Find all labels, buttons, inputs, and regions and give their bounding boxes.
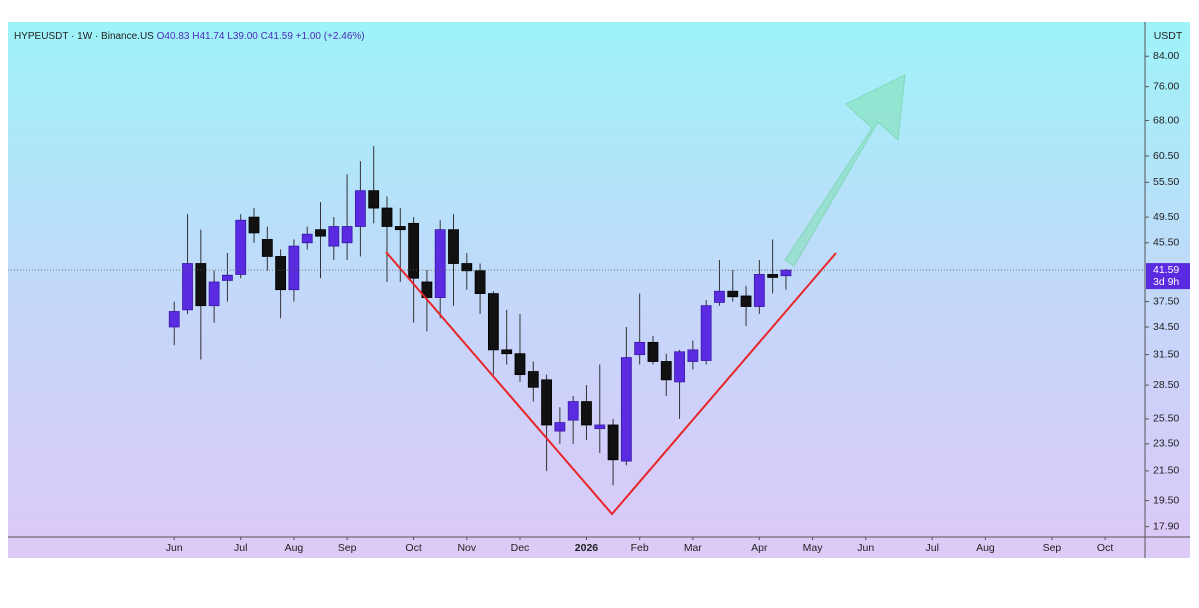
up-arrow-drawing xyxy=(784,74,906,267)
x-tick-label: Apr xyxy=(751,542,768,554)
y-tick-label: 84.00 xyxy=(1153,50,1179,62)
candle-body xyxy=(541,379,552,426)
y-tick-label: 45.50 xyxy=(1153,237,1179,249)
candle-body xyxy=(368,190,380,209)
x-tick-label: Dec xyxy=(511,542,530,554)
plot xyxy=(168,146,792,486)
candle-body xyxy=(660,361,672,381)
y-tick-label: 31.50 xyxy=(1153,348,1179,360)
candle-body xyxy=(620,357,632,462)
candle-body xyxy=(341,226,353,244)
candle-body xyxy=(434,229,446,298)
x-tick-label: Feb xyxy=(631,542,649,554)
close-label: C41.59 xyxy=(261,31,294,42)
candle-body xyxy=(288,245,300,291)
y-tick-label: 17.90 xyxy=(1153,520,1179,532)
low-label: L39.00 xyxy=(227,31,258,42)
x-tick-label: Oct xyxy=(1097,542,1113,554)
candle-body xyxy=(275,256,287,291)
x-tick-label: 2026 xyxy=(575,542,599,554)
candle-body xyxy=(301,233,313,244)
x-tick-label: Oct xyxy=(405,542,421,554)
x-tick-label: Sep xyxy=(1043,542,1062,554)
v-pattern-drawing xyxy=(385,251,837,516)
candle-body xyxy=(647,341,659,362)
candle-body xyxy=(740,295,752,307)
x-tick-label: May xyxy=(803,542,824,554)
candle-body xyxy=(501,349,513,355)
last-price-badge xyxy=(1146,263,1190,290)
candle-body xyxy=(700,305,712,361)
y-tick-label: 68.00 xyxy=(1153,114,1179,126)
candle-body xyxy=(727,290,739,298)
candle-body xyxy=(780,269,792,277)
candle-body xyxy=(355,190,366,227)
x-tick-label: Sep xyxy=(338,542,357,554)
x-tick-label: Jul xyxy=(926,542,939,554)
candle-body xyxy=(753,274,765,307)
y-tick-label: 37.50 xyxy=(1153,295,1179,307)
candle-body xyxy=(168,311,180,328)
y-tick-label: 25.50 xyxy=(1153,413,1179,425)
candle-body xyxy=(208,281,220,307)
change-label: +1.00 (+2.46%) xyxy=(296,31,365,42)
candle-body xyxy=(394,226,406,231)
x-tick-label: Jun xyxy=(857,542,874,554)
candle-body xyxy=(222,274,233,281)
candle-body xyxy=(634,341,646,356)
candle-body xyxy=(248,216,260,234)
candle-body xyxy=(767,274,779,278)
high-label: H41.74 xyxy=(192,31,225,42)
y-axis-unit: USDT xyxy=(1154,30,1183,42)
candle-body xyxy=(421,281,433,298)
candle-body xyxy=(448,229,459,264)
candle-body xyxy=(261,239,273,257)
candle-body xyxy=(195,263,207,307)
x-axis-strip xyxy=(8,537,1190,558)
y-tick-label: 21.50 xyxy=(1153,465,1179,477)
x-tick-label: Aug xyxy=(285,542,304,554)
candle-body xyxy=(474,270,486,295)
y-tick-label: 28.50 xyxy=(1153,379,1179,391)
x-tick-label: Jul xyxy=(234,542,247,554)
chart-header: HYPEUSDT · 1W · Binance.US O40.83 H41.74… xyxy=(14,31,365,42)
y-tick-label: 49.50 xyxy=(1153,211,1179,223)
candle-body xyxy=(514,353,526,376)
last-price-label: 41.59 xyxy=(1153,264,1179,276)
y-tick-label: 34.50 xyxy=(1153,321,1179,333)
candle-body xyxy=(487,293,499,351)
candle-body xyxy=(381,207,393,227)
y-tick-label: 76.00 xyxy=(1153,80,1179,92)
candle-body xyxy=(182,263,193,311)
candle-body xyxy=(594,424,606,430)
y-tick-label: 55.50 xyxy=(1153,176,1179,188)
candle-body xyxy=(714,290,725,303)
candle-body xyxy=(567,401,579,421)
candle-body xyxy=(235,219,247,275)
x-tick-label: Aug xyxy=(976,542,995,554)
candle-body xyxy=(687,349,699,362)
countdown-label: 3d 9h xyxy=(1153,276,1179,288)
candle-body xyxy=(315,229,326,237)
open-label: O40.83 xyxy=(157,31,190,42)
candle-body xyxy=(461,263,473,272)
y-tick-label: 23.50 xyxy=(1153,438,1179,450)
x-tick-label: Mar xyxy=(684,542,703,554)
candle-body xyxy=(527,371,539,388)
candle-body xyxy=(674,351,685,383)
candle-body xyxy=(607,424,619,461)
symbol: HYPEUSDT · 1W · Binance.US xyxy=(14,31,154,42)
y-tick-label: 60.50 xyxy=(1153,150,1179,162)
x-tick-label: Jun xyxy=(166,542,183,554)
x-tick-label: Nov xyxy=(457,542,476,554)
y-tick-label: 19.50 xyxy=(1153,494,1179,506)
candle-body xyxy=(554,422,566,432)
candle-body xyxy=(408,222,419,279)
candle-body xyxy=(581,401,592,426)
candle-body xyxy=(328,226,340,247)
